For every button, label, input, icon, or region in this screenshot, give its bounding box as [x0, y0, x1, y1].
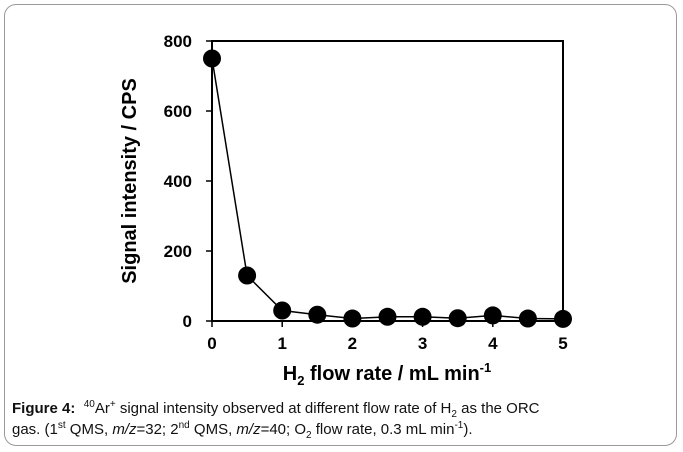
data-point: [413, 307, 432, 326]
data-point: [448, 309, 467, 328]
data-point: [203, 49, 221, 68]
caption-text: =40; O: [260, 421, 307, 438]
y-tick-label: 0: [183, 312, 192, 331]
y-tick-label: 800: [164, 32, 192, 51]
chart: H2 flow rate / mL min-1 Signal intensity…: [119, 32, 572, 388]
caption-sup: -1: [454, 420, 464, 431]
data-point: [308, 305, 327, 324]
x-tick-label: 5: [558, 334, 567, 353]
caption-sup: st: [57, 420, 66, 431]
x-tick-label: 1: [277, 334, 286, 353]
x-axis-label: H2 flow rate / mL min-1: [283, 360, 491, 388]
y-tick-label: 600: [164, 102, 192, 121]
plot-frame: [211, 40, 564, 322]
x-label-part: flow rate / mL min: [304, 363, 479, 385]
y-tick-label: 400: [164, 172, 192, 191]
x-label-sup: -1: [480, 360, 492, 375]
data-line: [211, 58, 564, 320]
data-point: [238, 266, 257, 285]
x-label-sub: 2: [297, 373, 304, 388]
caption-text: flow rate, 0.3 mL min: [311, 421, 455, 438]
caption-sup: nd: [178, 420, 190, 431]
caption-label: Figure 4:: [12, 400, 76, 417]
caption-text: signal intensity observed at different f…: [115, 400, 452, 417]
x-tick-label: 2: [348, 334, 357, 353]
data-point: [554, 309, 572, 328]
caption-sup: +: [109, 399, 116, 410]
data-point: [343, 309, 362, 328]
y-tick-label: 200: [164, 242, 192, 261]
data-point: [483, 306, 502, 325]
data-point: [378, 307, 397, 326]
caption-italic: m/z: [236, 421, 261, 438]
caption-line: gas. (1st QMS, m/z=32; 2nd QMS, m/z=40; …: [12, 420, 473, 441]
x-tick-label: 3: [418, 334, 427, 353]
caption-text: QMS,: [65, 421, 113, 438]
caption-sub: 2: [451, 409, 457, 420]
y-axis-label: Signal intensity / CPS: [119, 78, 141, 284]
caption-line: Figure 4: 40Ar+ signal intensity observe…: [12, 399, 540, 420]
data-point: [518, 309, 537, 328]
figure-frame: [4, 4, 677, 446]
caption-text: ).: [463, 421, 473, 438]
x-tick-label: 0: [207, 334, 216, 353]
x-tick-label: 4: [488, 334, 498, 353]
caption-italic: m/z: [112, 421, 137, 438]
x-label-part: H: [283, 363, 297, 385]
caption-text: Ar: [94, 400, 110, 417]
caption-text: as the ORC: [456, 400, 540, 417]
caption-sup: 40: [83, 399, 95, 410]
caption-text: gas. (1: [12, 421, 58, 438]
data-point: [273, 301, 292, 320]
caption-text: =32; 2: [136, 421, 179, 438]
caption-sub: 2: [306, 430, 312, 441]
caption-text: QMS,: [189, 421, 237, 438]
